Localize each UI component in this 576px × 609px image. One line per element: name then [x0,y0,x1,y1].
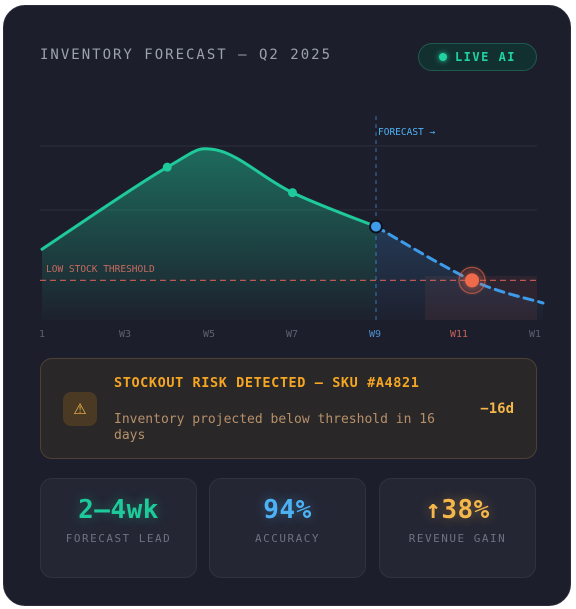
stat-accuracy: 94% ACCURACY [209,478,366,578]
current-point [369,219,383,234]
x-tick-label: W11 [450,329,468,340]
stockout-alert[interactable]: ⚠ STOCKOUT RISK DETECTED — SKU #A4821 In… [40,358,537,459]
x-tick-label: W5 [203,329,215,340]
live-ai-badge: LIVE AI [418,43,537,71]
data-point [288,188,297,198]
stat-label: FORECAST LEAD [65,532,172,545]
data-point [162,162,172,172]
stat-revenue-gain: ↑38% REVENUE GAIN [379,478,536,578]
stat-value: 94% [263,495,312,525]
alert-message: Inventory projected below threshold in 1… [114,412,435,443]
live-status-dot [438,53,447,61]
alert-title: STOCKOUT RISK DETECTED — SKU #A4821 [114,375,420,391]
live-ai-label: LIVE AI [454,50,517,64]
forecast-chart: LOW STOCK THRESHOLD FORECAST → 1 W3 W5 W7 W9… [4,106,572,346]
threshold-label: LOW STOCK THRESHOLD [46,264,155,275]
forecast-chart-svg: LOW STOCK THRESHOLD FORECAST → 1 W3 W5 W7 W9… [39,116,545,340]
x-tick-label: W3 [119,329,131,340]
warning-icon: ⚠ [63,392,97,426]
stat-label: REVENUE GAIN [408,532,507,545]
x-tick-label: 1 [39,329,45,340]
stat-value: 2–4wk [78,495,159,525]
x-tick-label: W9 [369,329,381,340]
forecast-area [376,226,543,320]
risk-point-ring [458,266,486,294]
x-tick-label: W1 [529,329,541,340]
stat-value: ↑38% [425,495,490,525]
x-tick-label: W7 [286,329,298,340]
stat-label: ACCURACY [255,532,320,545]
card-title: INVENTORY FORECAST — Q2 2025 [40,47,333,63]
actual-area [42,148,376,320]
days-to-stockout: −16d [480,401,514,417]
actual-series-line [40,147,378,251]
stockout-risk-point [465,273,480,288]
forecast-marker-label: FORECAST → [378,127,435,138]
stat-forecast-lead: 2–4wk FORECAST LEAD [40,478,197,578]
forecast-card: INVENTORY FORECAST — Q2 2025 LIVE AI [3,5,571,606]
